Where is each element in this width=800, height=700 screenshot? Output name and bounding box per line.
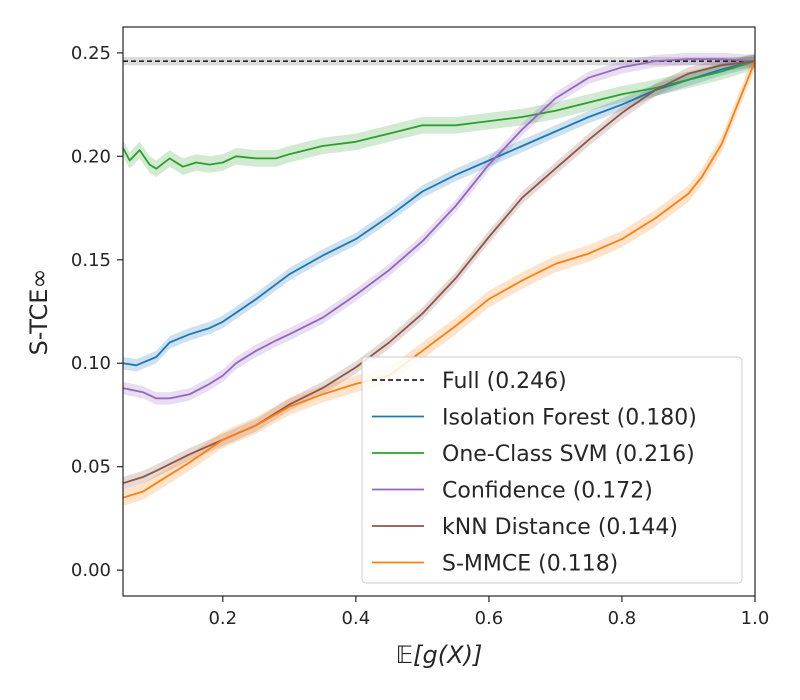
y-tick-label: 0.05 xyxy=(71,457,111,478)
x-tick-label: 0.4 xyxy=(342,608,371,629)
x-tick-label: 0.6 xyxy=(475,608,504,629)
legend-label-s-mmce: S-MMCE (0.118) xyxy=(442,552,618,577)
y-tick-label: 0.25 xyxy=(71,43,111,64)
y-axis-title: S-TCE∞ xyxy=(25,269,53,356)
legend-box xyxy=(361,356,743,584)
x-tick-label: 0.8 xyxy=(608,608,637,629)
y-tick-label: 0.20 xyxy=(71,146,111,167)
legend-label-confidence: Confidence (0.172) xyxy=(442,479,653,504)
y-tick-label: 0.15 xyxy=(71,250,111,271)
s-mmce-line xyxy=(123,60,755,499)
y-tick-label: 0.10 xyxy=(71,353,111,374)
s-mmce-band xyxy=(123,52,755,507)
series-lines xyxy=(123,58,755,499)
legend-label-full: Full (0.246) xyxy=(442,369,567,394)
confidence-line xyxy=(123,58,755,400)
isolation-forest-band xyxy=(123,54,755,372)
legend-label-knn-distance: kNN Distance (0.144) xyxy=(442,515,678,540)
x-axis-title: 𝔼[g(X)] xyxy=(396,641,483,669)
isolation-forest-line xyxy=(123,60,755,367)
x-tick-label: 0.2 xyxy=(208,608,237,629)
legend-label-one-class-svm: One-Class SVM (0.216) xyxy=(442,442,695,467)
axes: 0.2 0.4 0.6 0.8 1.0 0.00 0.05 0.10 0.15 0.20 0.25 xyxy=(71,26,770,629)
legend: Full (0.246) Isolation Forest (0.180) One-… xyxy=(361,356,743,584)
legend-label-isolation-forest: Isolation Forest (0.180) xyxy=(442,406,697,431)
plot-frame xyxy=(122,26,756,597)
y-tick-label: 0.00 xyxy=(71,560,111,581)
knn-distance-line xyxy=(123,60,755,485)
confidence-band xyxy=(123,52,755,405)
x-tick-label: 1.0 xyxy=(741,608,770,629)
one-class-svm-band xyxy=(123,52,755,177)
one-class-svm-line xyxy=(123,60,755,170)
